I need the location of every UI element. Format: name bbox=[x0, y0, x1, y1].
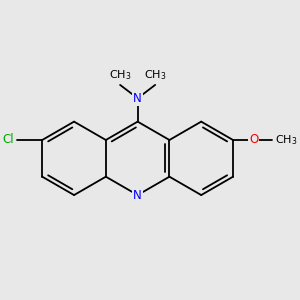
Text: N: N bbox=[133, 189, 142, 202]
Text: CH$_3$: CH$_3$ bbox=[144, 68, 167, 82]
Text: O: O bbox=[249, 134, 259, 146]
Text: N: N bbox=[133, 92, 142, 105]
Text: Cl: Cl bbox=[2, 134, 14, 146]
Text: CH$_3$: CH$_3$ bbox=[275, 133, 297, 147]
Text: CH$_3$: CH$_3$ bbox=[109, 68, 131, 82]
